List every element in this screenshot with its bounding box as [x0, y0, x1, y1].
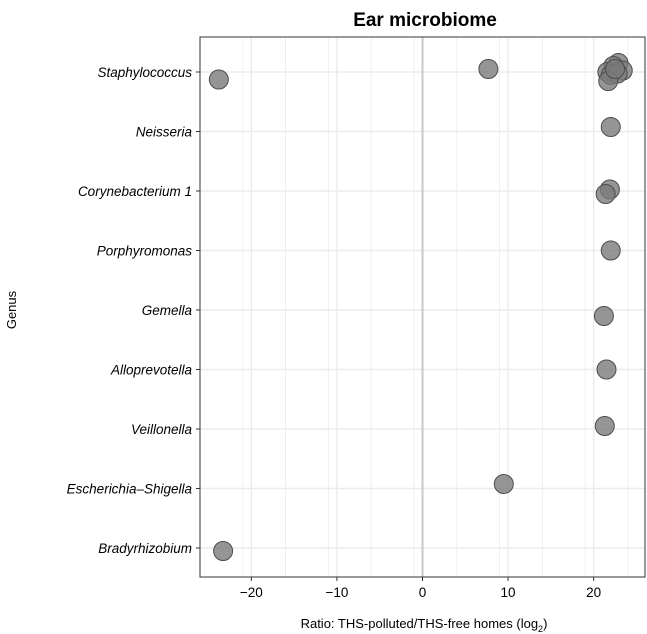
y-tick-label: Neisseria	[136, 125, 193, 140]
data-point	[478, 59, 499, 79]
y-tick-label: Porphyromonas	[97, 244, 193, 259]
y-axis-label: Genus	[4, 290, 19, 329]
data-points	[208, 53, 633, 561]
x-tick-label: 20	[586, 585, 601, 600]
y-tick-label: Veillonella	[131, 422, 193, 437]
x-axis-label: Ratio: THS-polluted/THS-free homes (log2…	[301, 616, 548, 634]
data-point	[595, 184, 616, 204]
y-tick-label: Gemella	[142, 303, 193, 318]
x-tick-label: 0	[419, 585, 427, 600]
x-axis-label-main: Ratio: THS-polluted/THS-free homes (log	[301, 616, 538, 631]
data-point	[605, 59, 626, 79]
x-axis-label-subscript: 2	[538, 624, 543, 634]
x-tick-label: −20	[240, 585, 263, 600]
y-tick-label: Staphylococcus	[97, 65, 192, 80]
x-tick-label: −10	[325, 585, 348, 600]
data-point	[596, 359, 617, 380]
data-point	[213, 541, 234, 561]
y-tick-label: Bradyrhizobium	[98, 541, 192, 556]
data-point	[593, 306, 614, 326]
chart-title: Ear microbiome	[353, 10, 497, 31]
data-point	[600, 240, 621, 261]
y-tick-label: Alloprevotella	[110, 363, 193, 378]
x-tick-label: 10	[501, 585, 516, 600]
y-tick-label: Escherichia–Shigella	[67, 482, 193, 497]
data-point	[208, 69, 229, 90]
data-point	[600, 117, 621, 137]
data-point	[493, 474, 514, 494]
y-tick-labels: Staphylococcus Neisseria Corynebacterium 1…	[67, 65, 200, 556]
x-axis-label-end: )	[543, 616, 547, 631]
data-point	[594, 416, 615, 436]
y-tick-label: Corynebacterium 1	[78, 184, 192, 199]
x-tick-labels: −20 −10 0 10 20	[240, 577, 601, 600]
